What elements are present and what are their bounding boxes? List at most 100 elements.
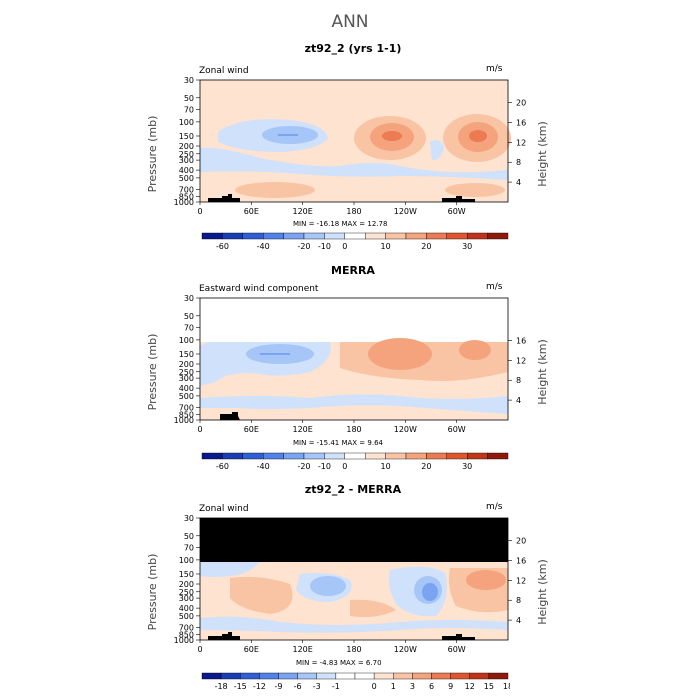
y-tick-label: 200 <box>179 360 194 369</box>
panel-3-colorbar: -18 -15 -12 -9 -6 -3 -1 0 1 3 6 9 12 15 18 <box>201 672 510 691</box>
y-tick-label: 700 <box>179 186 194 195</box>
y-tick-label: 30 <box>184 294 194 303</box>
colorbar-swatch <box>263 232 284 240</box>
p3-neg-3-core <box>422 583 438 601</box>
x-tick-label: 60W <box>448 207 466 216</box>
y-tick-label: 50 <box>184 312 194 321</box>
colorbar-swatch <box>297 672 317 680</box>
y-tick-label: 850 <box>179 192 194 201</box>
y-right-tick-label: 8 <box>516 158 521 167</box>
colorbar-swatch <box>201 672 222 680</box>
colorbar-label: 18 <box>503 682 510 691</box>
p1-easterly-lower <box>200 147 508 180</box>
y-right-tick-label: 16 <box>516 118 526 127</box>
x-tick-label: 0 <box>197 207 202 216</box>
panel-2-y-ticks-right: 16 12 8 4 <box>508 336 526 405</box>
x-tick-label: 120E <box>293 207 313 216</box>
p1-topography-2 <box>442 196 475 202</box>
colorbar-swatch <box>222 232 243 240</box>
panel-1-minmax: MIN = -16.18 MAX = 12.78 <box>293 220 388 228</box>
x-tick-label: 180 <box>346 645 361 654</box>
y-tick-label: 70 <box>184 105 194 114</box>
panel-3-ylabel-right: Height (km) <box>536 559 549 625</box>
x-tick-label: 60E <box>244 207 259 216</box>
colorbar-swatch <box>488 672 509 680</box>
y-right-tick-label: 20 <box>516 537 526 546</box>
colorbar-label: -20 <box>297 242 310 251</box>
panel-2-units: m/s <box>486 282 503 292</box>
panel-1-y-ticks-right: 20 16 12 8 4 <box>508 99 526 187</box>
colorbar-label: 9 <box>448 682 453 691</box>
p3-masked-stratosphere <box>200 518 508 562</box>
colorbar-label: -9 <box>275 682 283 691</box>
y-right-tick-label: 12 <box>516 356 526 365</box>
panel-3-minmax: MIN = -4.83 MAX = 6.70 <box>296 659 382 667</box>
panel-3-units: m/s <box>486 502 503 512</box>
y-right-tick-label: 16 <box>516 556 526 565</box>
colorbar-swatch <box>364 232 386 240</box>
y-right-tick-label: 4 <box>516 178 521 187</box>
colorbar-swatch <box>354 672 375 680</box>
panel-2-colorbar: -60 -40 -20 -10 0 10 20 30 <box>201 452 509 471</box>
colorbar-swatch <box>385 232 407 240</box>
panel-1-colorbar: -60 -40 -20 -10 0 10 20 30 <box>201 232 509 251</box>
p1-low-level-westerly-2 <box>445 183 505 197</box>
panel-2-title: MERRA <box>331 264 375 277</box>
y-tick-label: 500 <box>179 612 194 621</box>
y-tick-label: 850 <box>179 410 194 419</box>
colorbar-label: -60 <box>216 462 229 471</box>
colorbar-swatch <box>344 452 366 460</box>
p3-topography-1 <box>208 632 240 640</box>
panel-2-x-ticks: 0 60E 120E 180 120W 60W <box>197 420 466 434</box>
colorbar-swatch <box>385 452 407 460</box>
colorbar-label: 10 <box>381 462 391 471</box>
y-tick-label: 100 <box>179 336 194 345</box>
p3-neg-lower <box>200 616 508 633</box>
colorbar-swatch <box>487 232 509 240</box>
p3-neg-1 <box>200 562 260 577</box>
colorbar-swatch <box>201 452 223 460</box>
y-tick-label: 30 <box>184 76 194 85</box>
colorbar-swatch <box>405 452 427 460</box>
colorbar-swatch <box>405 232 427 240</box>
colorbar-swatch <box>373 672 394 680</box>
colorbar-swatch <box>303 452 325 460</box>
y-tick-label: 300 <box>179 594 194 603</box>
x-tick-label: 120W <box>394 425 417 434</box>
p2-no-data-area <box>200 298 508 340</box>
colorbar-swatch <box>220 672 241 680</box>
panel-1-title: zt92_2 (yrs 1-1) <box>304 42 402 55</box>
p1-jet-2-core <box>469 130 487 142</box>
colorbar-label: 20 <box>421 242 431 251</box>
x-tick-label: 60E <box>244 425 259 434</box>
colorbar-label: 1 <box>391 682 396 691</box>
y-tick-label: 250 <box>179 150 194 159</box>
x-tick-label: 60W <box>448 645 466 654</box>
p2-easterly-lower <box>200 394 508 414</box>
y-tick-label: 200 <box>179 142 194 151</box>
y-tick-label: 300 <box>179 156 194 165</box>
colorbar-swatch <box>303 232 325 240</box>
page-title: ANN <box>331 12 369 32</box>
colorbar-swatch <box>467 452 488 460</box>
p1-topography-1 <box>208 194 240 202</box>
colorbar-label: 0 <box>372 682 377 691</box>
colorbar-label: -12 <box>253 682 266 691</box>
p3-pos-2 <box>350 599 396 618</box>
x-tick-label: 60E <box>244 645 259 654</box>
colorbar-label: 0 <box>342 242 347 251</box>
y-tick-label: 100 <box>179 118 194 127</box>
y-tick-label: 700 <box>179 624 194 633</box>
y-tick-label: 70 <box>184 323 194 332</box>
colorbar-swatch <box>412 672 432 680</box>
colorbar-label: 15 <box>484 682 494 691</box>
y-tick-label: 150 <box>179 350 194 359</box>
colorbar-label: 6 <box>429 682 434 691</box>
panel-1-subtitle: Zonal wind <box>199 66 249 76</box>
panel-1-ylabel-right: Height (km) <box>536 121 549 187</box>
colorbar-swatch <box>344 232 366 240</box>
